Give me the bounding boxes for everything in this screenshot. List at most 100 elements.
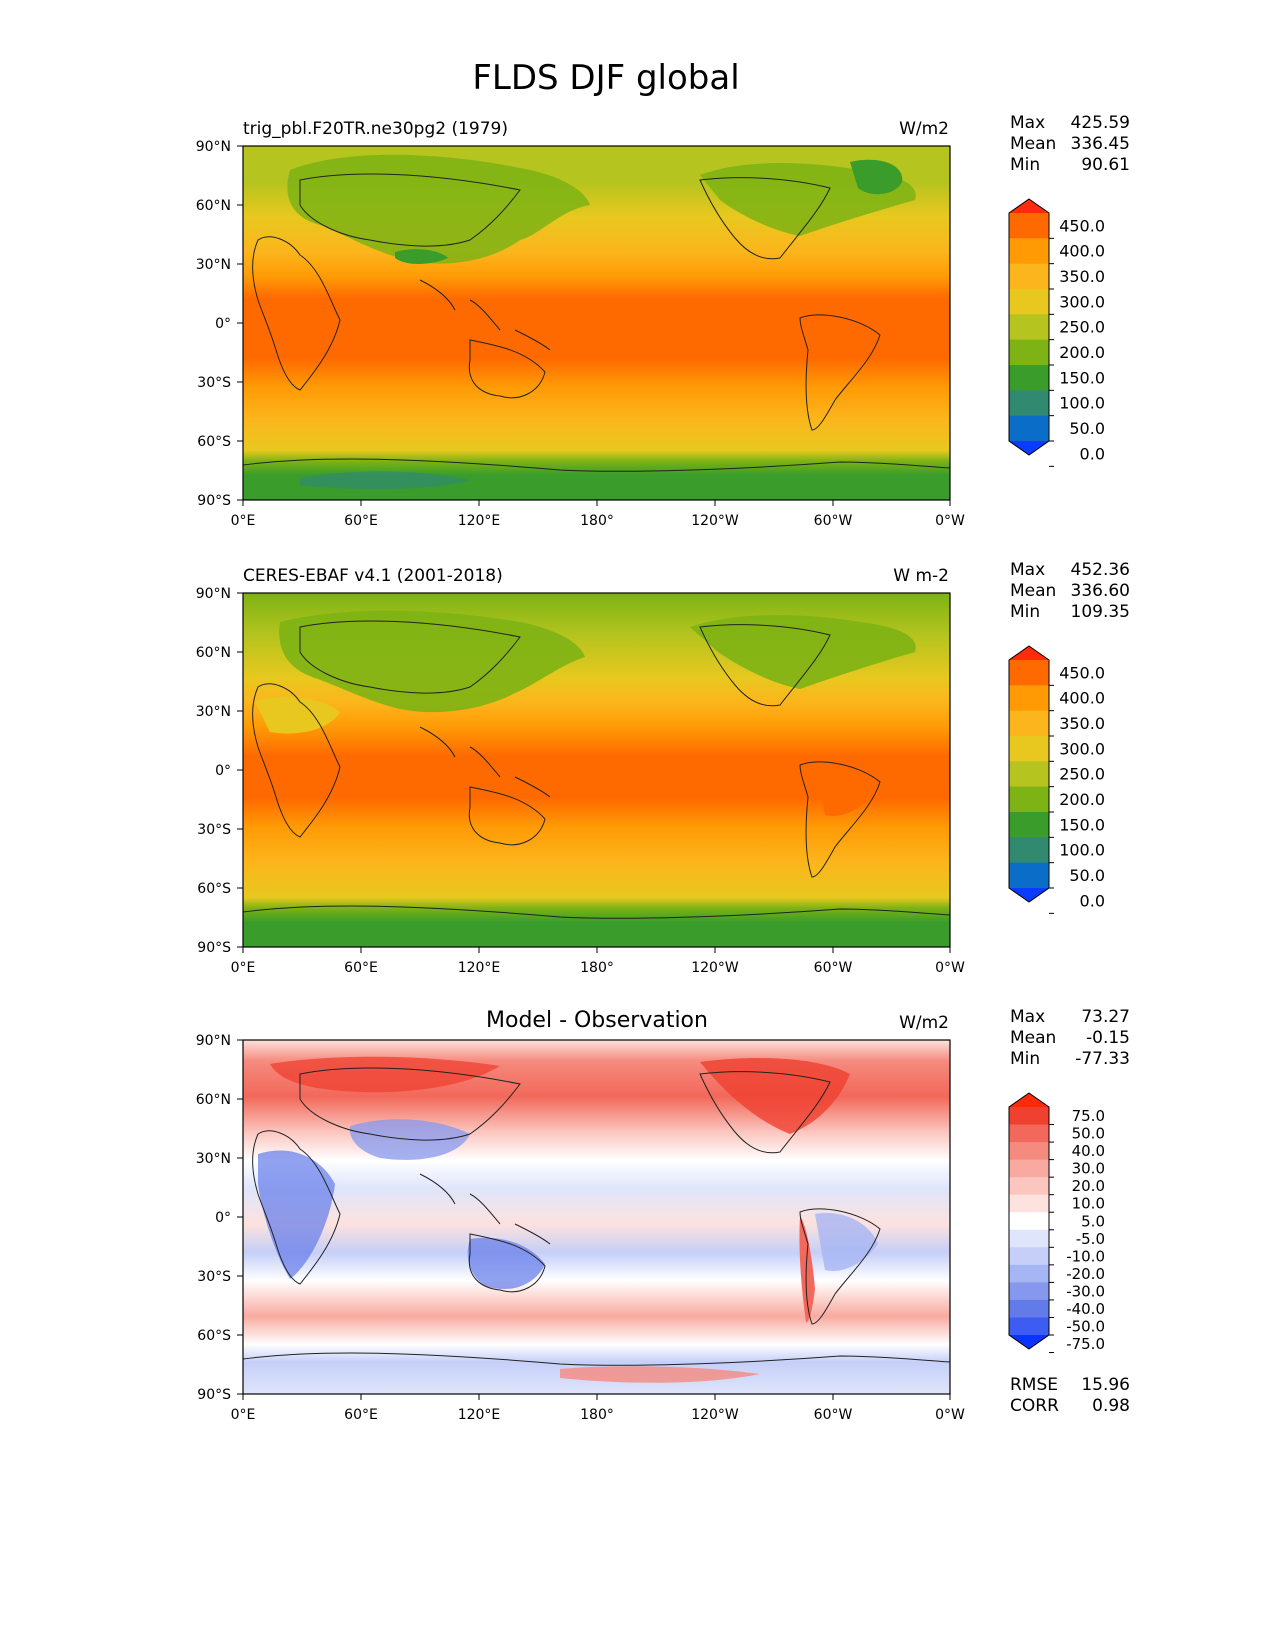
colorbar-segment: [1009, 415, 1049, 442]
colorbar-segment: [1009, 1177, 1049, 1196]
landmass-eurasia: [287, 154, 590, 264]
colorbar-level-label: 400.0: [1059, 242, 1105, 261]
stat-label-mean: Mean: [1010, 581, 1056, 601]
lat-tick-label: 90°N: [196, 1033, 231, 1049]
colorbar-segment: [1009, 1159, 1049, 1178]
stat-value-min: 109.35: [1071, 602, 1130, 622]
colorbar-segment: [1009, 1282, 1049, 1301]
lat-axis: 90°N 60°N 30°N 0° 30°S 60°S 90°S: [196, 1033, 243, 1403]
stat-value-mean: -0.15: [1086, 1028, 1130, 1048]
panel-model: trig_pbl.F20TR.ne30pg2 (1979) W/m2: [196, 113, 1130, 529]
lat-tick-label: 60°N: [196, 645, 231, 661]
colorbar-segment: [1009, 786, 1049, 813]
lon-tick-label: 0°E: [231, 1407, 256, 1423]
map-plot: [242, 1040, 951, 1394]
warm-bias-north-america: [700, 1058, 850, 1134]
colorbar-segment: [1009, 1229, 1049, 1248]
lat-tick-label: 90°S: [197, 493, 231, 509]
colorbar-segment: [1009, 812, 1049, 838]
colorbar-segment: [1009, 1107, 1049, 1126]
lat-tick-label: 0°: [215, 1210, 231, 1226]
landmass-eurasia: [279, 610, 585, 713]
colorbar-segment: [1009, 1247, 1049, 1266]
colorbar-segment: [1009, 837, 1049, 864]
colorbar-level-label: 250.0: [1059, 765, 1105, 784]
colorbar-level-label: 200.0: [1059, 790, 1105, 809]
lat-axis: 90°N 60°N 30°N 0° 30°S 60°S 90°S: [196, 586, 243, 956]
colorbar-segment: [1009, 289, 1049, 315]
colorbar: 450.0 400.0 350.0 300.0 250.0 200.0 150.0 100.0…: [1008, 198, 1105, 467]
lat-tick-label: 0°: [215, 763, 231, 779]
lat-tick-label: 60°S: [197, 881, 231, 897]
lat-tick-label: 30°N: [196, 704, 231, 720]
stat-label-min: Min: [1010, 602, 1040, 622]
lon-tick-label: 0°E: [231, 960, 256, 976]
colorbar-level-label: 20.0: [1072, 1177, 1105, 1195]
colorbar-level-label: 150.0: [1059, 815, 1105, 834]
colorbar-level-label: -5.0: [1076, 1230, 1105, 1248]
colorbar-extend-max: [1009, 1093, 1049, 1107]
colorbar-level-label: 10.0: [1072, 1195, 1105, 1213]
colorbar-level-label: 100.0: [1059, 841, 1105, 860]
map-plot: [242, 593, 951, 947]
lon-tick-label: 120°W: [691, 960, 739, 976]
lat-tick-label: 30°S: [197, 822, 231, 838]
coastlines: [242, 620, 951, 919]
landmass-africa-north: [255, 696, 340, 734]
stat-label-rmse: RMSE: [1010, 1375, 1058, 1395]
colorbar-level-label: 200.0: [1059, 343, 1105, 362]
colorbar-segment: [1009, 1317, 1049, 1336]
lon-axis: 0°E 60°E 120°E 180° 120°W 60°W 0°W: [231, 500, 965, 529]
stat-label-mean: Mean: [1010, 1028, 1056, 1048]
stat-label-max: Max: [1010, 1007, 1045, 1027]
panel-units: W/m2: [899, 1013, 949, 1033]
colorbar-level-label: 50.0: [1072, 1125, 1105, 1143]
lon-axis: 0°E 60°E 120°E 180° 120°W 60°W 0°W: [231, 1394, 965, 1423]
lon-tick-label: 60°W: [814, 513, 853, 529]
lat-tick-label: 60°N: [196, 198, 231, 214]
landmass-south-america-east: [815, 769, 875, 816]
lat-tick-label: 30°N: [196, 1151, 231, 1167]
stat-label-corr: CORR: [1010, 1396, 1059, 1416]
stat-value-max: 452.36: [1071, 560, 1130, 580]
colorbar-level-label: 0.0: [1080, 891, 1105, 910]
lon-tick-label: 180°: [580, 513, 614, 529]
colorbar: 450.0 400.0 350.0 300.0 250.0 200.0 150.0 100.0…: [1008, 645, 1105, 914]
stat-value-rmse: 15.96: [1081, 1375, 1130, 1395]
stats-box: Max 425.59 Mean 336.45 Min 90.61: [1010, 113, 1130, 175]
colorbar-extend-min: [1009, 441, 1049, 455]
colorbar-level-label: -40.0: [1066, 1300, 1105, 1318]
colorbar-segment: [1009, 339, 1049, 366]
colorbar-level-label: 400.0: [1059, 689, 1105, 708]
landmass-antarctica: [300, 471, 470, 490]
colorbar-segment: [1009, 1142, 1049, 1161]
panel-units: W/m2: [899, 119, 949, 139]
lon-tick-label: 60°E: [344, 513, 378, 529]
warm-bias-andes: [799, 1216, 815, 1323]
colorbar-extend-max: [1009, 646, 1049, 660]
colorbar-level-label: -50.0: [1066, 1317, 1105, 1335]
stat-value-corr: 0.98: [1092, 1396, 1130, 1416]
stats-box: Max 73.27 Mean -0.15 Min -77.33: [1010, 1007, 1130, 1069]
error-stats-box: RMSE 15.96 CORR 0.98: [1010, 1375, 1130, 1416]
panel-left-title: CERES-EBAF v4.1 (2001-2018): [243, 566, 503, 586]
lon-tick-label: 60°W: [814, 960, 853, 976]
stat-value-mean: 336.60: [1071, 581, 1130, 601]
colorbar-level-label: 100.0: [1059, 394, 1105, 413]
colorbar-segment: [1009, 1212, 1049, 1231]
lon-tick-label: 120°E: [458, 1407, 501, 1423]
map-plot: [242, 146, 951, 500]
colorbar-level-label: 250.0: [1059, 318, 1105, 337]
figure-title: FLDS DJF global: [472, 58, 739, 98]
colorbar-segment: [1009, 862, 1049, 889]
colorbar-segment: [1009, 736, 1049, 762]
lon-tick-label: 120°E: [458, 513, 501, 529]
colorbar-level-label: -20.0: [1066, 1265, 1105, 1283]
colorbar-extend-min: [1009, 888, 1049, 902]
colorbar-segment: [1009, 314, 1049, 341]
lat-tick-label: 90°N: [196, 139, 231, 155]
panel-units: W m-2: [893, 566, 949, 586]
colorbar-level-label: 450.0: [1059, 663, 1105, 682]
colorbar-outline: [1008, 645, 1050, 903]
